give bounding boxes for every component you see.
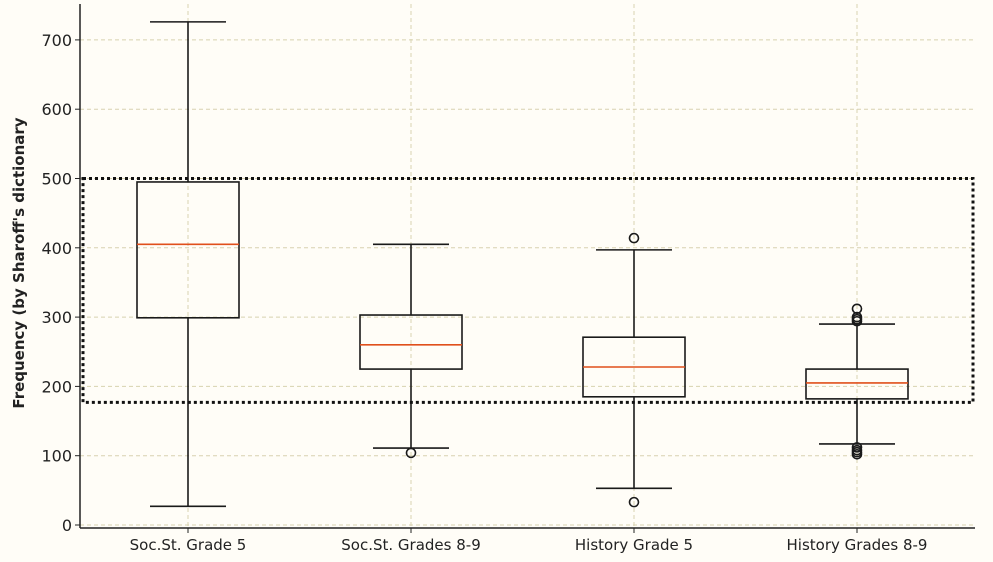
x-tick-label: History Grade 5 [575,536,693,554]
y-tick-label: 100 [41,447,72,466]
y-tick-label: 300 [41,308,72,327]
y-tick-label: 200 [41,377,72,396]
y-tick-label: 400 [41,239,72,258]
highlight-region [81,177,975,404]
outlier-point [405,447,417,459]
outlier-point [851,449,863,460]
box-iqr [136,181,240,319]
box-iqr [805,368,909,400]
outlier-point [628,496,640,508]
outlier-point [851,315,863,327]
y-tick-label: 700 [41,31,72,50]
y-tick-label: 500 [41,170,72,189]
x-tick-label: History Grades 8-9 [787,536,928,554]
highlight-rectangle [81,177,975,404]
y-tick-label: 600 [41,100,72,119]
y-tick-label: 0 [62,516,72,535]
x-tick-label: Soc.St. Grades 8-9 [341,536,480,554]
grid-lines [80,4,975,528]
box-iqr [359,314,463,370]
y-axis: 0 100 200 300 400 500 600 700 [41,4,81,535]
x-tick-label: Soc.St. Grade 5 [130,536,247,554]
outlier-point [628,232,640,244]
x-axis: Soc.St. Grade 5 Soc.St. Grades 8-9 History… [80,527,975,554]
boxes [136,21,909,508]
y-axis-label: Frequency (by Sharoff's dictionary [10,117,28,408]
